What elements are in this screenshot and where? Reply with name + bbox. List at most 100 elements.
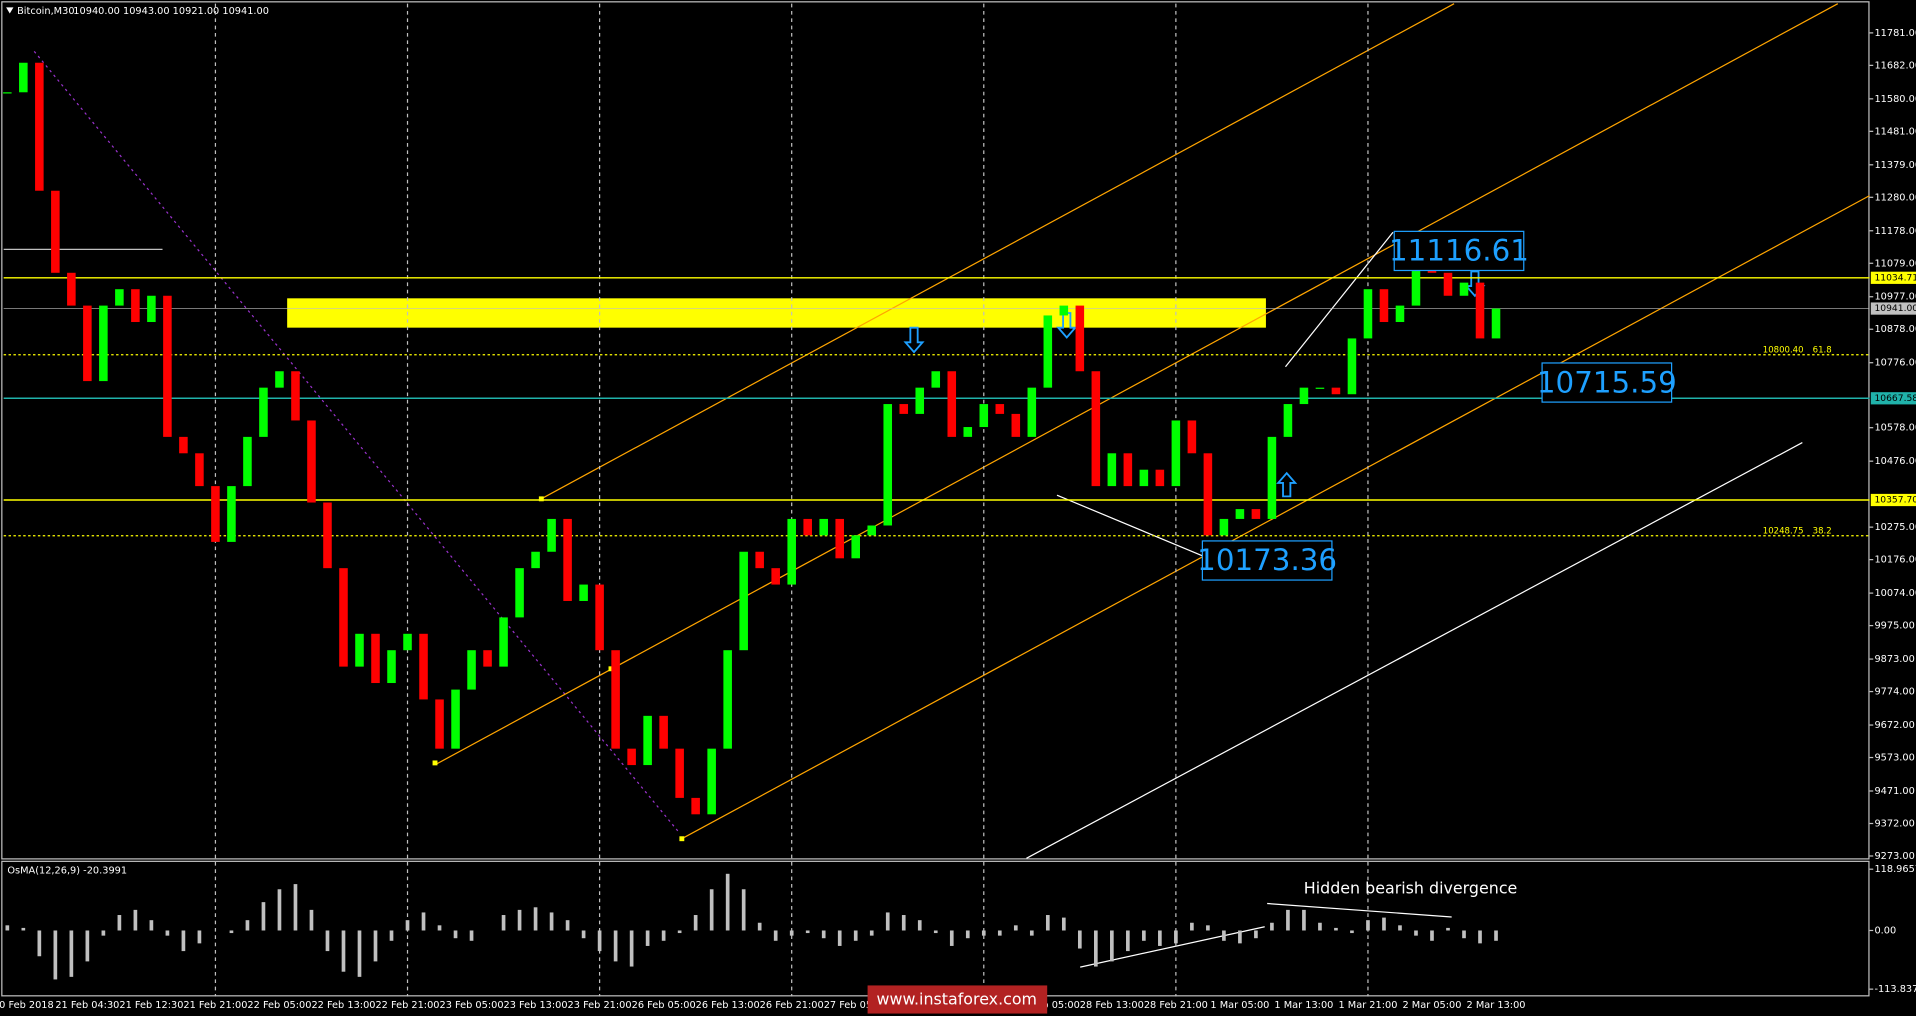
osma-bar — [37, 930, 42, 957]
candle — [899, 404, 909, 414]
resistance-zone — [287, 298, 1266, 328]
candle — [323, 502, 332, 569]
candle — [675, 748, 684, 798]
candle — [307, 420, 316, 503]
candle — [1411, 262, 1421, 306]
x-tick-label: 26 Feb 21:00 — [760, 1000, 824, 1011]
osma-bar — [133, 909, 138, 931]
y-tick-label: 11781.00 — [1874, 28, 1916, 39]
osma-bar — [261, 902, 266, 931]
menu-triangle — [6, 7, 14, 14]
y-tick-label: 9975.00 — [1874, 621, 1914, 632]
candle — [979, 404, 989, 428]
osma-bar — [965, 930, 970, 939]
candle — [1155, 469, 1165, 487]
channel-line — [541, 3, 1455, 500]
osma-bar — [1446, 927, 1450, 931]
osma-bar — [405, 920, 410, 931]
y-tick-label: 10074.00 — [1874, 588, 1916, 599]
osma-bar — [693, 915, 698, 931]
candle — [147, 295, 156, 323]
candle — [707, 748, 716, 815]
price-level-label: 10667.58 — [1874, 393, 1916, 404]
anchor — [432, 760, 438, 766]
candle — [563, 518, 572, 601]
candle — [1299, 387, 1309, 405]
osma-bar — [1174, 930, 1178, 944]
osma-bar — [1286, 909, 1290, 931]
candle — [771, 568, 780, 585]
candle — [1235, 509, 1245, 519]
candle — [867, 525, 877, 536]
osma-bar — [949, 930, 954, 946]
y-tick-label: 11481.00 — [1874, 126, 1916, 137]
y-tick-label: 10977.00 — [1874, 292, 1916, 303]
candle — [227, 486, 236, 542]
osma-bar — [1350, 930, 1354, 934]
candle — [1443, 272, 1453, 296]
x-tick-label: 21 Feb 12:30 — [119, 1000, 183, 1011]
candle — [1075, 305, 1085, 372]
y-tick-label: 11379.00 — [1874, 160, 1916, 171]
osma-bar — [757, 922, 762, 931]
candle — [851, 535, 861, 559]
osma-bar — [1190, 922, 1194, 931]
price-level-label: 10941.00 — [1874, 303, 1916, 314]
candle — [1379, 289, 1389, 323]
y-tick-label: 0.00 — [1874, 925, 1896, 936]
osma-bar — [437, 925, 442, 931]
x-tick-label: 23 Feb 13:00 — [504, 1000, 568, 1011]
candle — [531, 551, 540, 569]
osma-bar — [1222, 930, 1226, 941]
x-tick-label: 22 Feb 13:00 — [311, 1000, 375, 1011]
candle — [755, 551, 764, 569]
price-level-box — [1870, 493, 1916, 507]
osma-bar — [661, 930, 666, 941]
osma-bar — [373, 930, 378, 962]
osma-bar — [1254, 930, 1258, 939]
candle — [195, 453, 204, 487]
y-tick-label: 9471.00 — [1874, 786, 1914, 797]
candle — [1347, 338, 1357, 395]
x-tick-label: 28 Feb 13:00 — [1080, 1000, 1144, 1011]
candle — [835, 518, 844, 559]
y-tick-label: 11079.00 — [1874, 258, 1916, 269]
osma-bar — [741, 889, 746, 931]
osma-bar — [1318, 922, 1322, 931]
x-tick-label: 28 Feb 05:00 — [1016, 1000, 1080, 1011]
x-tick-label: 1 Mar 13:00 — [1274, 1000, 1333, 1011]
candle — [339, 568, 348, 667]
osma-bar — [997, 930, 1002, 936]
candle — [995, 404, 1005, 414]
osma-bar — [69, 930, 74, 977]
price-level-box — [1870, 271, 1916, 284]
candle — [499, 617, 508, 667]
candle — [931, 371, 941, 388]
candle — [883, 404, 893, 526]
candle — [115, 289, 124, 306]
candle — [435, 699, 444, 749]
osma-bar — [149, 920, 154, 931]
callout-box — [1541, 362, 1673, 403]
candle — [723, 650, 732, 749]
osma-bar — [245, 920, 250, 931]
candle — [963, 427, 973, 437]
osma-bar — [277, 889, 282, 931]
fib-price: 10248.75 — [1763, 526, 1804, 536]
candle — [1187, 420, 1197, 454]
price-level-box — [1870, 302, 1916, 315]
candle — [1363, 289, 1373, 339]
osma-bar — [5, 925, 10, 931]
osma-bar — [117, 915, 122, 931]
osma-bar — [1094, 930, 1098, 967]
osma-bar — [885, 912, 890, 931]
arrow-down — [903, 326, 925, 354]
callout-box — [1393, 230, 1525, 272]
osma-bar — [1206, 925, 1210, 931]
candle — [739, 551, 748, 651]
candle — [691, 797, 700, 815]
osma-bar — [1302, 909, 1306, 931]
callout: 10715.59 — [1537, 365, 1677, 399]
osma-bar — [229, 930, 234, 934]
candle — [547, 518, 556, 552]
